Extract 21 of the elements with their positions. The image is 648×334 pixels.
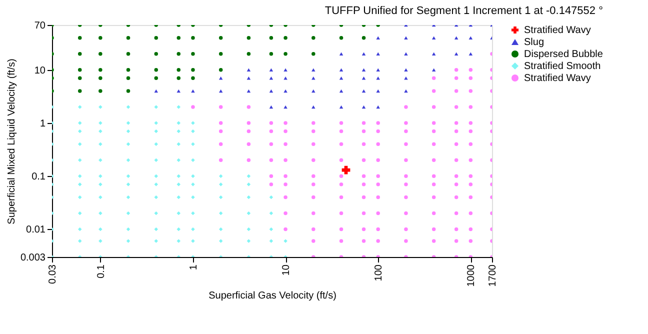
y-tick-label: 10 [34, 65, 46, 76]
y-tick-label: 0.003 [20, 252, 46, 264]
x-axis-title: Superficial Gas Velocity (ft/s) [208, 290, 336, 302]
y-axis-title: Superficial Mixed Liquid Velocity (ft/s) [6, 58, 18, 224]
legend-label: Slug [524, 37, 544, 48]
legend-label: Stratified Smooth [524, 61, 601, 72]
y-tick-label: 0.01 [26, 224, 46, 236]
x-tick-label: 1700 [488, 264, 498, 287]
chart-title: TUFFP Unified for Segment 1 Increment 1 at -0.147552 ° [324, 5, 603, 17]
x-tick-label: 100 [374, 264, 385, 282]
legend-label: Stratified Wavy [524, 25, 591, 36]
y-tick-label: 0.1 [32, 172, 46, 183]
x-tick-label: 10 [281, 264, 292, 276]
x-tick-label: 1 [188, 264, 200, 270]
x-tick-label: 0.03 [48, 264, 58, 284]
y-tick-label: 1 [40, 118, 46, 130]
legend-label: Dispersed Bubble [524, 49, 604, 60]
x-tick-label: 0.1 [96, 264, 107, 278]
x-tick-label: 1000 [466, 264, 478, 287]
legend-label: Stratified Wavy [524, 73, 591, 84]
y-tick-label: 70 [34, 20, 46, 32]
